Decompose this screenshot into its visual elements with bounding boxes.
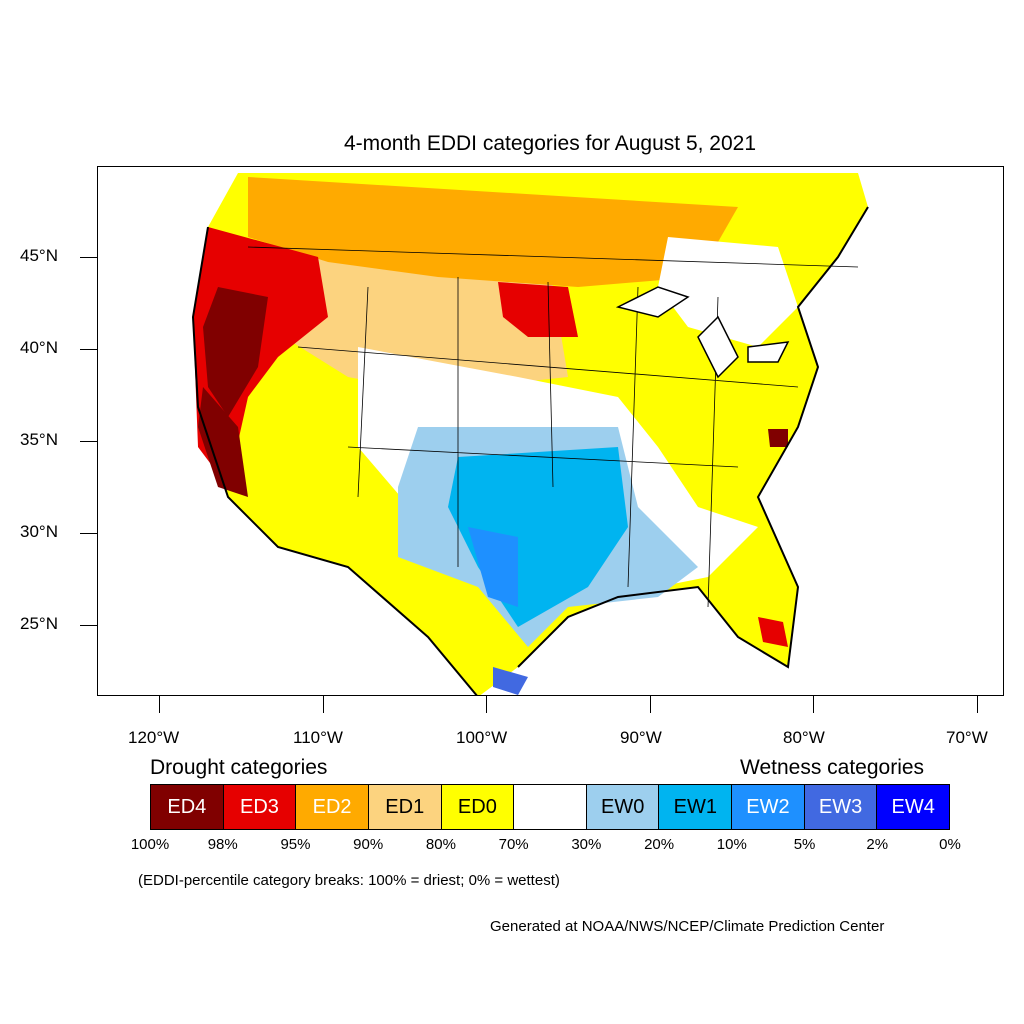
lat-label-25: 25°N xyxy=(20,614,58,633)
lon-tick xyxy=(813,696,814,713)
percentile-break-label: 2% xyxy=(866,836,889,853)
percentile-break-label: 100% xyxy=(130,836,170,853)
region-normal-great-lakes xyxy=(658,237,798,347)
lon-label-80: 80°W xyxy=(783,728,825,747)
lat-label-30: 30°N xyxy=(20,522,58,541)
lon-tick xyxy=(159,696,160,713)
great-lakes-outline xyxy=(615,286,790,379)
state-borders xyxy=(247,246,859,608)
category-note: (EDDI-percentile category breaks: 100% =… xyxy=(138,872,560,889)
percentile-break-label: 95% xyxy=(280,836,311,853)
legend-swatch-ew0: EW0 xyxy=(586,785,660,829)
percentile-break-label: 70% xyxy=(498,836,529,853)
percentile-break-label: 20% xyxy=(644,836,675,853)
wetness-heading: Wetness categories xyxy=(740,756,925,779)
lat-tick xyxy=(80,349,97,350)
percentile-break-label: 5% xyxy=(793,836,816,853)
lon-tick xyxy=(977,696,978,713)
lon-label-100: 100°W xyxy=(456,728,508,747)
percentile-break-label: 0% xyxy=(939,836,961,853)
region-ed2-north xyxy=(248,177,738,287)
region-ed3-dakotas xyxy=(498,282,578,337)
coastline-outline xyxy=(191,206,869,695)
legend-swatch-normal xyxy=(514,785,587,829)
percentile-break-label: 98% xyxy=(207,836,238,853)
legend-swatch-ed4: ED4 xyxy=(151,785,224,829)
lat-tick xyxy=(80,625,97,626)
legend-swatch-ed2: ED2 xyxy=(296,785,369,829)
credit-line: Generated at NOAA/NWS/NCEP/Climate Predi… xyxy=(490,918,885,935)
eddi-map-canvas xyxy=(191,173,869,695)
lon-tick xyxy=(650,696,651,713)
lon-tick xyxy=(323,696,324,713)
lon-tick xyxy=(486,696,487,713)
lon-label-120: 120°W xyxy=(128,728,180,747)
percentile-break-label: 30% xyxy=(571,836,602,853)
legend-swatch-ew3: EW3 xyxy=(804,785,878,829)
lat-tick xyxy=(80,533,97,534)
region-ed1-north xyxy=(248,247,568,392)
legend-swatch-ed1: ED1 xyxy=(368,785,442,829)
percentile-break-label: 90% xyxy=(353,836,384,853)
region-ew2-texas xyxy=(468,527,518,607)
lat-label-35: 35°N xyxy=(20,430,58,449)
lon-label-70: 70°W xyxy=(946,728,988,747)
lat-tick xyxy=(80,257,97,258)
legend-swatch-ew2: EW2 xyxy=(732,785,805,829)
percentile-break-label: 10% xyxy=(716,836,747,853)
map-title: 4-month EDDI categories for August 5, 20… xyxy=(343,132,757,155)
region-ed4-california xyxy=(198,387,248,497)
lat-tick xyxy=(80,441,97,442)
lon-label-90: 90°W xyxy=(620,728,662,747)
lon-label-110: 110°W xyxy=(293,728,343,747)
region-ed4-virginia xyxy=(768,429,788,447)
legend-swatch-ew1: EW1 xyxy=(659,785,733,829)
lat-label-45: 45°N xyxy=(20,246,58,265)
legend-swatch-ew4: EW4 xyxy=(877,785,950,829)
eddi-map xyxy=(97,166,1004,696)
category-legend: ED4 ED3 ED2 ED1 ED0 EW0 EW1 EW2 EW3 EW4 xyxy=(150,784,950,830)
lat-label-40: 40°N xyxy=(20,338,58,357)
percentile-break-label: 80% xyxy=(425,836,456,853)
drought-heading: Drought categories xyxy=(150,756,328,779)
region-ed3-florida xyxy=(758,617,788,647)
legend-swatch-ed3: ED3 xyxy=(223,785,297,829)
region-ed4-northwest xyxy=(203,287,268,417)
legend-swatch-ed0: ED0 xyxy=(441,785,515,829)
region-ew3-texas xyxy=(493,667,528,695)
